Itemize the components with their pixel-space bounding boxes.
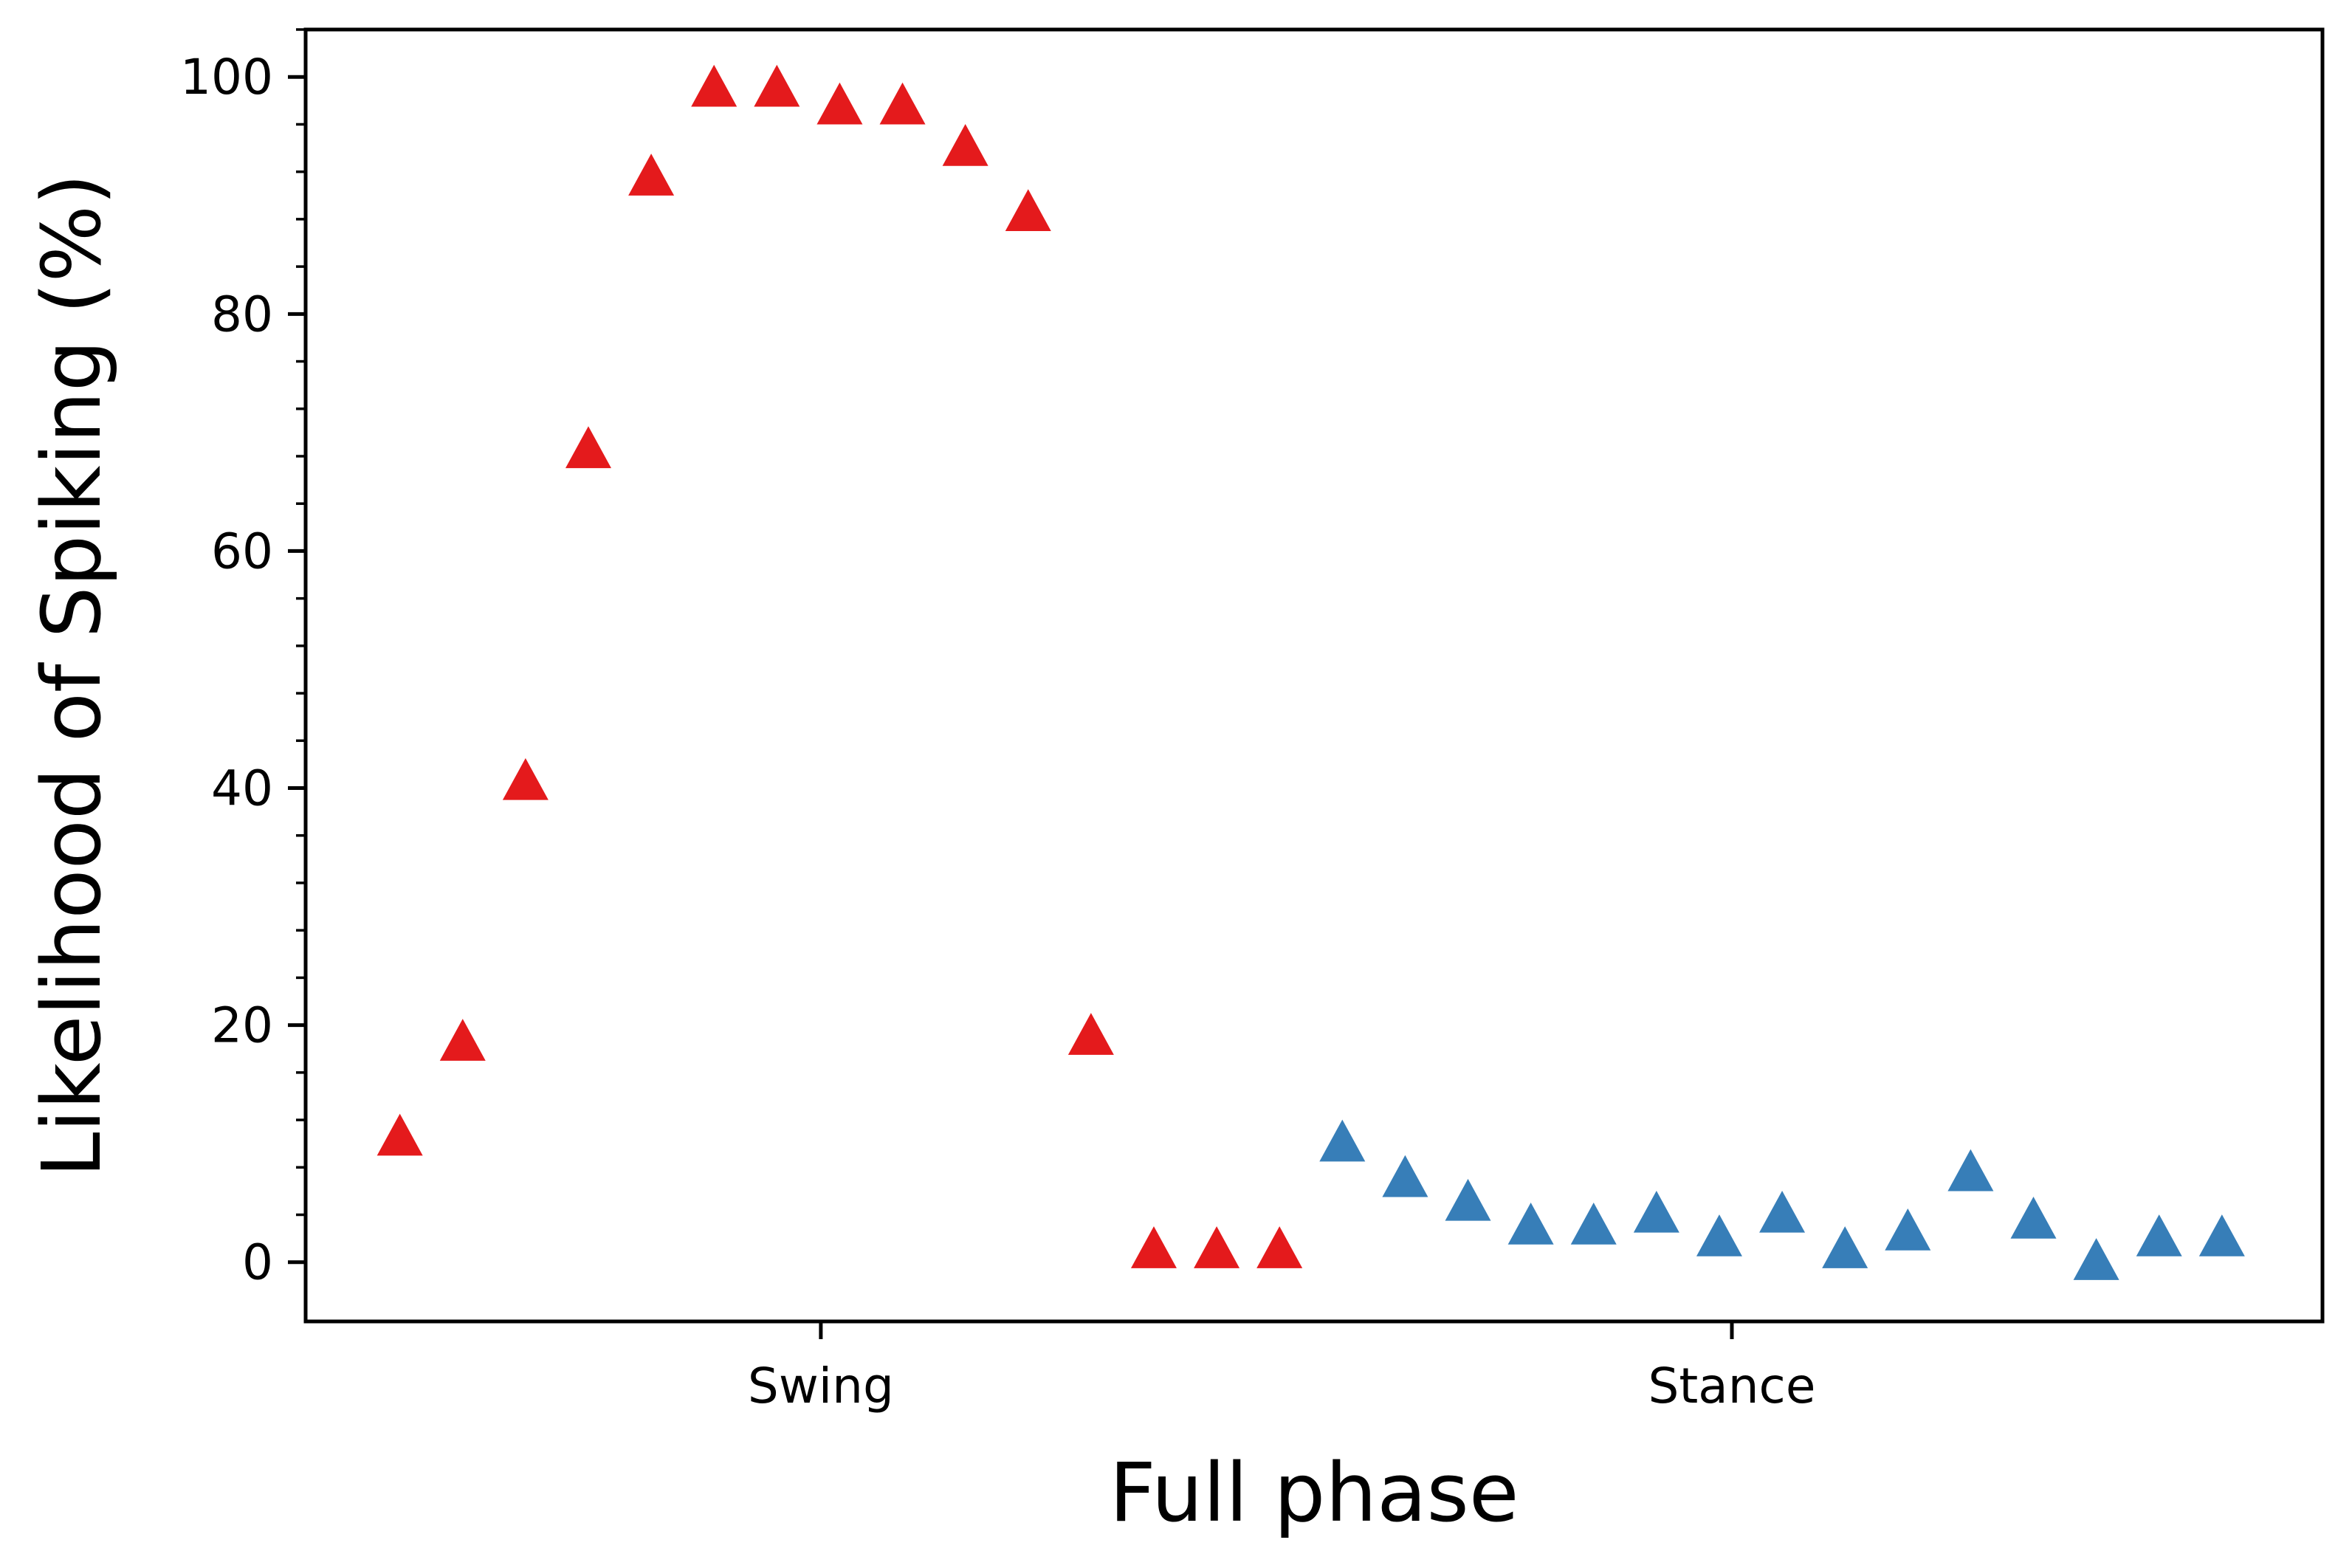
marker-stance	[1633, 1190, 1679, 1233]
marker-stance	[1319, 1119, 1366, 1162]
marker-swing	[691, 64, 737, 107]
marker-swing	[754, 64, 800, 107]
marker-swing	[628, 154, 675, 196]
data-markers	[376, 64, 2245, 1280]
x-axis-title: Full phase	[1110, 1445, 1519, 1540]
plot-area	[303, 27, 2325, 1324]
marker-swing	[1067, 1013, 1114, 1055]
marker-stance	[1822, 1226, 1868, 1268]
marker-stance	[2136, 1214, 2182, 1256]
marker-stance	[2198, 1214, 2245, 1256]
marker-stance	[1445, 1178, 1491, 1221]
y-tick-label: 0	[242, 1234, 273, 1291]
marker-swing	[502, 757, 549, 800]
marker-stance	[1507, 1203, 1554, 1245]
x-tick-label-swing: Swing	[748, 1358, 894, 1414]
marker-stance	[1696, 1214, 1742, 1256]
marker-stance	[1885, 1208, 1931, 1251]
marker-swing	[816, 82, 863, 125]
marker-swing	[376, 1113, 423, 1156]
marker-stance	[2010, 1196, 2057, 1239]
x-tick-label-stance: Stance	[1648, 1358, 1815, 1414]
marker-stance	[1382, 1155, 1428, 1197]
y-axis-title: Likelihood of Spiking (%)	[24, 173, 119, 1177]
marker-stance	[2073, 1238, 2119, 1280]
plot-frame	[303, 27, 2325, 1324]
marker-swing	[1256, 1226, 1303, 1268]
marker-swing	[1130, 1226, 1177, 1268]
y-tick-label: 60	[211, 523, 273, 580]
y-tick-label: 40	[211, 760, 273, 817]
marker-stance	[1947, 1149, 1994, 1192]
marker-swing	[439, 1019, 486, 1061]
marker-swing	[565, 426, 611, 469]
marker-swing	[942, 124, 988, 166]
marker-swing	[879, 82, 926, 125]
axes: 0 20 40 60 80 100 Swing Stance	[180, 28, 1815, 1414]
marker-swing	[1194, 1226, 1240, 1268]
y-tick-label: 100	[180, 49, 273, 106]
y-tick-label: 80	[211, 286, 273, 343]
marker-swing	[1005, 189, 1051, 232]
y-tick-label: 20	[211, 997, 273, 1054]
marker-stance	[1759, 1190, 1806, 1233]
marker-stance	[1570, 1203, 1617, 1245]
